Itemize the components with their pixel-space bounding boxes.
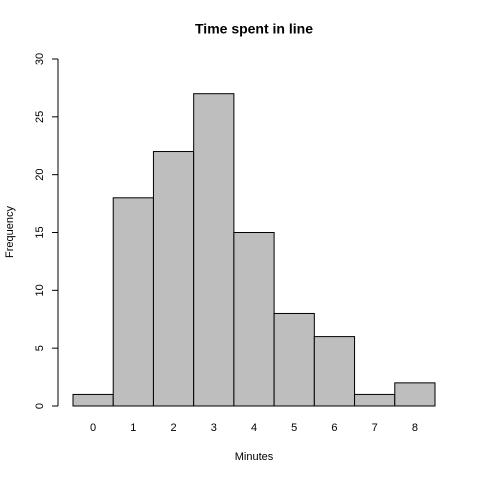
- x-tick-label: 0: [90, 422, 96, 434]
- y-tick-label: 25: [34, 111, 46, 123]
- bar: [354, 393, 396, 407]
- y-tick-label: 0: [34, 403, 46, 409]
- y-tick-label: 15: [34, 226, 46, 238]
- x-tick-label: 3: [211, 422, 217, 434]
- x-tick-label: 1: [130, 422, 136, 434]
- x-tick-label: 7: [372, 422, 378, 434]
- x-tick-label: 2: [170, 422, 176, 434]
- bar: [233, 232, 275, 407]
- chart-title: Time spent in line: [195, 21, 313, 37]
- bar: [313, 336, 356, 407]
- x-tick-label: 4: [251, 422, 257, 434]
- x-axis-label: Minutes: [235, 451, 274, 463]
- y-tick-label: 30: [34, 53, 46, 65]
- y-tick-label: 10: [34, 284, 46, 296]
- bar: [152, 151, 195, 407]
- bar: [112, 197, 154, 407]
- bar: [273, 312, 315, 407]
- x-tick-label: 5: [291, 422, 297, 434]
- bar: [394, 382, 436, 407]
- bar: [193, 93, 235, 407]
- y-tick-label: 5: [34, 345, 46, 351]
- x-tick-label: 8: [412, 422, 418, 434]
- y-tick-label: 20: [34, 169, 46, 181]
- y-axis-label: Frequency: [4, 206, 16, 258]
- x-tick-label: 6: [331, 422, 337, 434]
- bar: [72, 393, 114, 407]
